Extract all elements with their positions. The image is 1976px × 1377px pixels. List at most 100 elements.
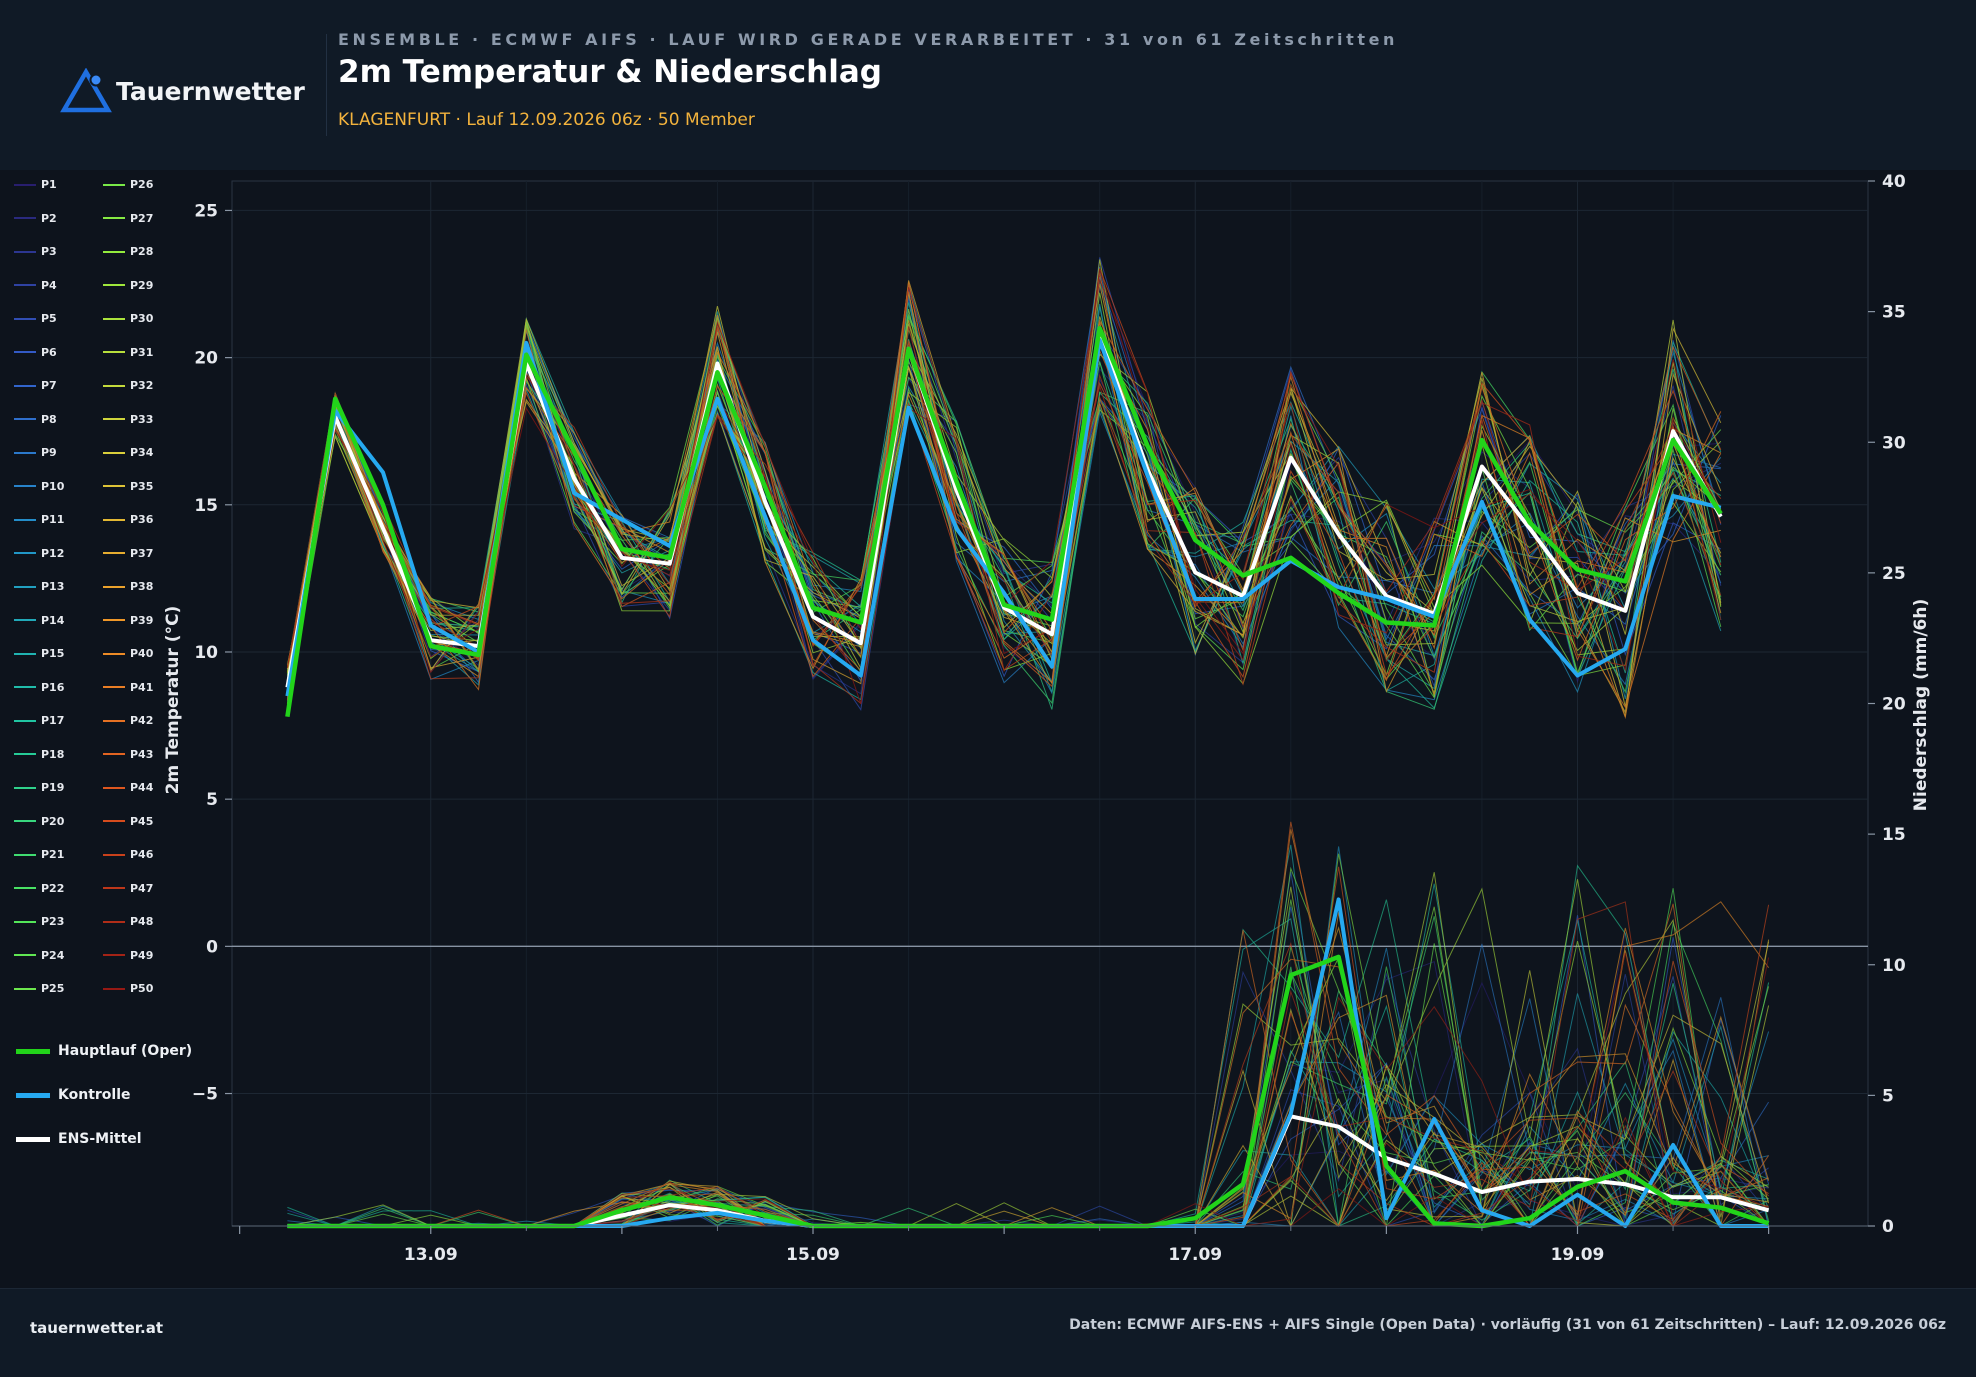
y2-tick-label: 20 — [1882, 695, 1906, 715]
y2-tick-label: 35 — [1882, 303, 1906, 323]
legend-label: P42 — [130, 714, 154, 727]
legend-item-p32: P32 — [103, 379, 153, 392]
legend-swatch — [103, 887, 125, 889]
legend-label: P9 — [41, 446, 57, 459]
legend-swatch — [103, 954, 125, 956]
legend-label: P46 — [130, 848, 154, 861]
legend-swatch — [14, 652, 36, 655]
legend-item-p4: P4 — [14, 279, 57, 292]
ensemble-chart: 13.09 15.09 17.09 19.09 −5 0 5 10 15 20 25 0 5 10 15 20… — [163, 172, 1931, 1265]
y-axis-label: 2m Temperatur (°C) — [163, 606, 183, 795]
y2-axis-label: Niederschlag (mm/6h) — [1911, 599, 1931, 811]
legend-item-p47: P47 — [103, 882, 153, 895]
y2-tick-label: 10 — [1882, 956, 1906, 976]
legend-swatch — [14, 384, 36, 387]
legend-swatch — [14, 719, 36, 722]
legend-item-p50: P50 — [103, 982, 153, 995]
legend-main-item: ENS-Mittel — [16, 1131, 142, 1147]
page-title: 2m Temperatur & Niederschlag — [338, 54, 882, 90]
legend-swatch — [14, 250, 36, 253]
footer-site[interactable]: tauernwetter.at — [30, 1319, 164, 1337]
legend-item-p20: P20 — [14, 815, 64, 828]
legend-main-label: Hauptlauf (Oper) — [58, 1043, 193, 1059]
legend-label: P24 — [41, 948, 65, 962]
y2-tick-label: 0 — [1882, 1217, 1894, 1237]
legend-label: P35 — [130, 479, 154, 493]
legend-swatch — [103, 518, 125, 521]
legend-main-item: Kontrolle — [16, 1087, 131, 1103]
legend-item-p15: P15 — [14, 647, 64, 660]
legend-main-swatch — [16, 1092, 50, 1098]
legend-item-p41: P41 — [103, 681, 153, 694]
legend-label: P27 — [130, 211, 154, 225]
legend-swatch — [103, 183, 125, 186]
legend-swatch — [103, 686, 125, 688]
legend-swatch — [103, 317, 125, 320]
legend-swatch — [14, 585, 36, 588]
legend-swatch — [14, 351, 36, 353]
legend-item-p29: P29 — [103, 279, 153, 292]
legend-swatch — [14, 418, 36, 420]
footer: tauernwetter.at Daten: ECMWF AIFS-ENS + … — [0, 1288, 1976, 1377]
legend-item-p16: P16 — [14, 681, 64, 694]
legend-swatch — [103, 719, 125, 722]
legend-swatch — [14, 753, 36, 755]
legend-label: P2 — [41, 211, 57, 225]
legend-label: P21 — [41, 848, 65, 861]
legend-item-p45: P45 — [103, 815, 153, 828]
legend-label: P50 — [130, 982, 154, 995]
y2-tick-label: 30 — [1882, 433, 1906, 453]
legend-label: P23 — [41, 915, 65, 928]
legend-item-p21: P21 — [14, 848, 64, 861]
legend-swatch — [103, 552, 125, 554]
legend-item-p44: P44 — [103, 781, 153, 794]
legend-label: P29 — [130, 278, 154, 292]
legend-item-p18: P18 — [14, 748, 64, 761]
legend-label: P3 — [41, 245, 57, 258]
legend-item-p19: P19 — [14, 781, 64, 794]
y2-tick-label: 40 — [1882, 172, 1906, 192]
y-tick-label: 10 — [194, 643, 218, 663]
legend-swatch — [14, 552, 36, 554]
legend-swatch — [14, 887, 36, 889]
legend-main-label: ENS-Mittel — [58, 1131, 142, 1147]
legend-swatch — [103, 920, 125, 923]
legend-swatch — [103, 652, 125, 655]
axes: 13.09 15.09 17.09 19.09 −5 0 5 10 15 20 25 0 5 10 15 20… — [163, 172, 1931, 1265]
legend-label: P12 — [41, 546, 65, 560]
legend-item-p30: P30 — [103, 312, 153, 325]
legend-item-p13: P13 — [14, 580, 64, 593]
x-tick-label: 13.09 — [404, 1245, 458, 1265]
member-temp-line-p41 — [286, 272, 1722, 709]
legend-item-p14: P14 — [14, 614, 64, 627]
legend-label: P4 — [41, 278, 57, 292]
legend-label: P31 — [130, 345, 154, 359]
legend-label: P19 — [41, 781, 65, 794]
legend-item-p1: P1 — [14, 178, 57, 191]
legend-item-p22: P22 — [14, 882, 64, 895]
y2-tick-label: 15 — [1882, 825, 1906, 845]
legend-item-p46: P46 — [103, 848, 153, 861]
legend-label: P26 — [130, 178, 154, 191]
legend-label: P34 — [130, 446, 154, 459]
legend-item-p28: P28 — [103, 245, 153, 258]
legend-item-p33: P33 — [103, 413, 153, 426]
y-tick-label: −5 — [192, 1085, 218, 1105]
brand-logo[interactable]: Tauernwetter — [60, 68, 305, 114]
legend-label: P41 — [130, 680, 154, 694]
legend-label: P33 — [130, 412, 154, 426]
legend-label: P30 — [130, 312, 154, 325]
y-tick-label: 5 — [206, 790, 218, 810]
legend-item-p27: P27 — [103, 212, 153, 225]
legend-swatch — [14, 686, 36, 688]
legend-swatch — [14, 284, 36, 286]
legend-main-swatch — [16, 1048, 50, 1054]
legend-swatch — [14, 518, 36, 521]
legend-label: P18 — [41, 747, 65, 761]
legend-item-p12: P12 — [14, 547, 64, 560]
member-temp-line-p35 — [286, 327, 1722, 717]
member-temp-line-p37 — [286, 280, 1722, 685]
legend-item-p6: P6 — [14, 346, 57, 359]
legend-main-item: Hauptlauf (Oper) — [16, 1043, 192, 1059]
control-temp-line — [285, 338, 1722, 697]
